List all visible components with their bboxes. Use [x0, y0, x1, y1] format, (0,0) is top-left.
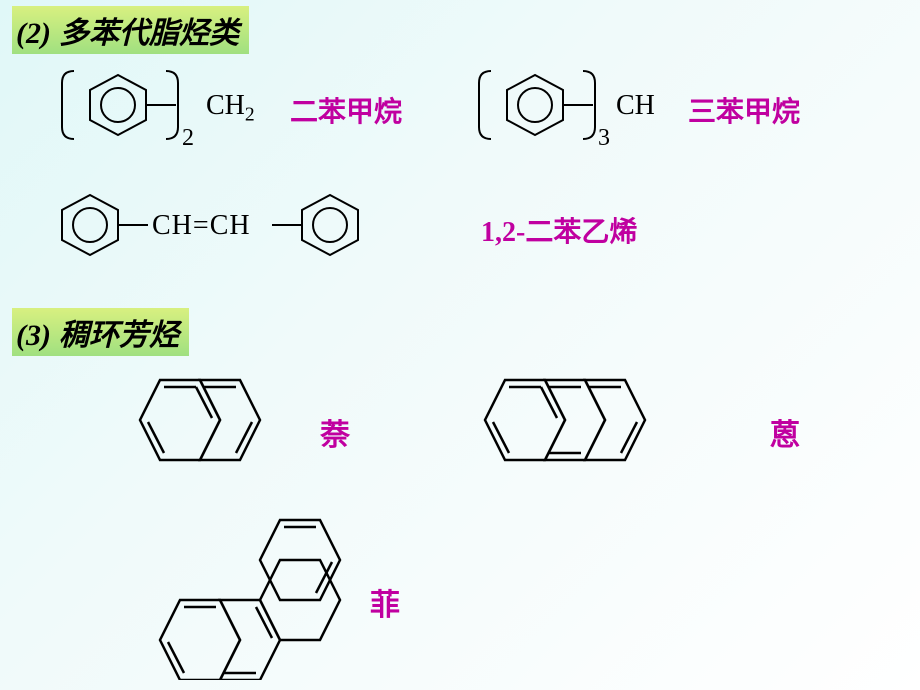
diphenylmethane-formula: CH2 — [206, 90, 255, 127]
naphthalene-icon — [110, 370, 290, 480]
diphenylmethane-name: 二苯甲烷 — [290, 90, 402, 130]
triphenylmethane-name: 三苯甲烷 — [688, 90, 800, 130]
triphenylmethane-subscript: 3 — [598, 125, 610, 152]
ch-sub: 2 — [245, 105, 255, 126]
phenanthrene-structure — [130, 510, 350, 680]
ch-text: CH — [206, 90, 245, 121]
section-3-heading: (3) 稠环芳烃 — [12, 308, 189, 356]
anthracene-icon — [455, 370, 725, 480]
stilbene-name: 1,2-二苯乙烯 — [481, 210, 637, 250]
naphthalene-structure — [110, 370, 290, 480]
phenanthrene-name: 菲 — [370, 580, 400, 624]
section-2-number: (2) — [16, 17, 51, 50]
naphthalene-name: 萘 — [320, 410, 350, 454]
anthracene-name: 蒽 — [770, 410, 800, 454]
section-3-title: 稠环芳烃 — [59, 319, 179, 352]
section-2-title: 多苯代脂烃类 — [59, 17, 239, 50]
diphenylmethane-subscript: 2 — [182, 125, 194, 152]
anthracene-structure — [455, 370, 725, 480]
section-3-number: (3) — [16, 319, 51, 352]
phenanthrene-icon — [130, 510, 350, 680]
triphenylmethane-formula: CH — [616, 90, 655, 122]
stilbene-bridge: CH=CH — [152, 210, 251, 242]
section-2-heading: (2) 多苯代脂烃类 — [12, 6, 249, 54]
